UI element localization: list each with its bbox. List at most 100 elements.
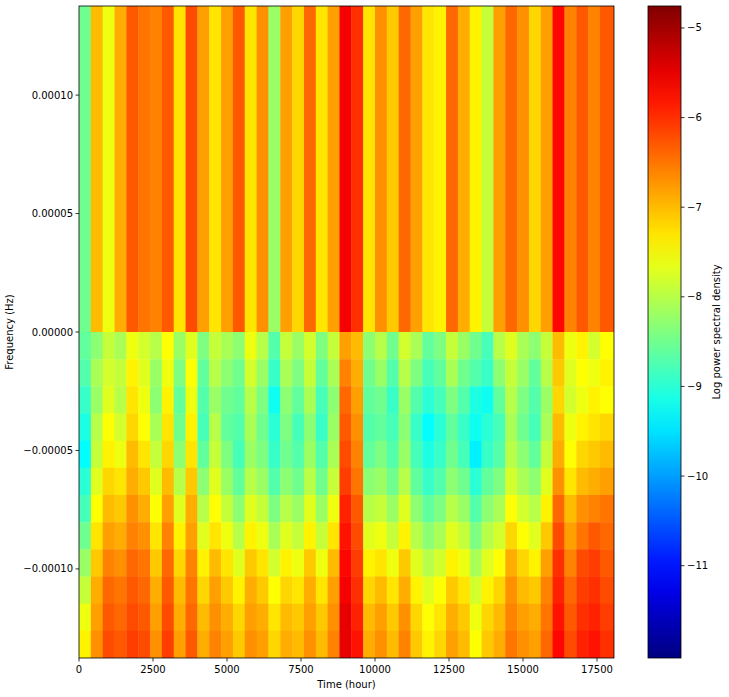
cell [138,577,150,605]
cell [103,522,115,549]
cell [138,549,150,577]
cell [316,522,328,549]
cell [91,332,103,360]
cell [470,522,482,549]
cell [292,495,304,523]
x-tick-label: 10000 [359,664,391,675]
cell [363,631,375,658]
cell [292,604,304,631]
cell [470,577,482,605]
cell [304,359,316,386]
colorbar-tick [681,27,685,28]
cell [588,495,600,523]
cell [541,549,553,577]
cell [351,495,363,523]
cell [268,441,280,468]
cell [411,414,423,442]
cell [280,332,292,360]
cells [79,6,614,658]
cell [257,522,269,549]
cell [197,604,209,631]
cell [600,414,614,442]
cell [375,522,387,549]
cell [351,604,363,631]
colorbar-tick-label: −11 [687,560,708,571]
cell [387,468,399,496]
colorbar-label: Log power spectral density [711,264,722,399]
cell [564,522,576,549]
colorbar-tick-label: −8 [687,291,702,302]
cell [339,604,351,631]
cell [209,386,221,414]
cell [553,631,565,658]
cell [103,332,115,360]
cell [505,386,517,414]
cell [446,386,458,414]
x-tick-label: 17500 [581,664,613,675]
cell [138,6,150,332]
cell [328,359,340,386]
cell [446,332,458,360]
cell [446,522,458,549]
x-tick-label: 0 [76,664,82,675]
cell [103,359,115,386]
cell [316,604,328,631]
cell [186,522,198,549]
cell [588,522,600,549]
cell [493,6,505,332]
cell [576,631,588,658]
cell [221,386,233,414]
x-tick-label: 5000 [214,664,239,675]
cell [529,577,541,605]
cell [541,577,553,605]
cell [493,604,505,631]
cell [339,549,351,577]
cell [268,6,280,332]
colorbar-tick [681,386,685,387]
cell [411,522,423,549]
cell [292,522,304,549]
cell [588,441,600,468]
cell [541,468,553,496]
cell [91,468,103,496]
y-tick [76,213,80,214]
cell [280,359,292,386]
cell [564,332,576,360]
cell [174,577,186,605]
cell [292,359,304,386]
cell [411,6,423,332]
cell [138,631,150,658]
cell [233,468,245,496]
y-axis-label: Frequency (Hz) [4,294,15,370]
cell [174,604,186,631]
cell [316,577,328,605]
x-tick-label: 7500 [288,664,313,675]
cell [162,441,174,468]
cell [339,577,351,605]
cell [482,549,494,577]
cell [268,604,280,631]
cell [339,441,351,468]
cell [280,495,292,523]
cell [245,332,257,360]
cell [221,549,233,577]
cell [150,386,162,414]
cell [458,604,470,631]
cell [79,441,91,468]
cell [363,468,375,496]
cell [458,631,470,658]
cell [434,414,446,442]
cell [103,414,115,442]
cell [505,549,517,577]
cell [564,604,576,631]
cell [434,6,446,332]
cell [268,468,280,496]
cell [316,414,328,442]
cell [600,631,614,658]
cell [150,631,162,658]
cell [257,359,269,386]
cell [375,495,387,523]
cell [316,332,328,360]
cell [91,414,103,442]
colorbar-tick [681,476,685,477]
